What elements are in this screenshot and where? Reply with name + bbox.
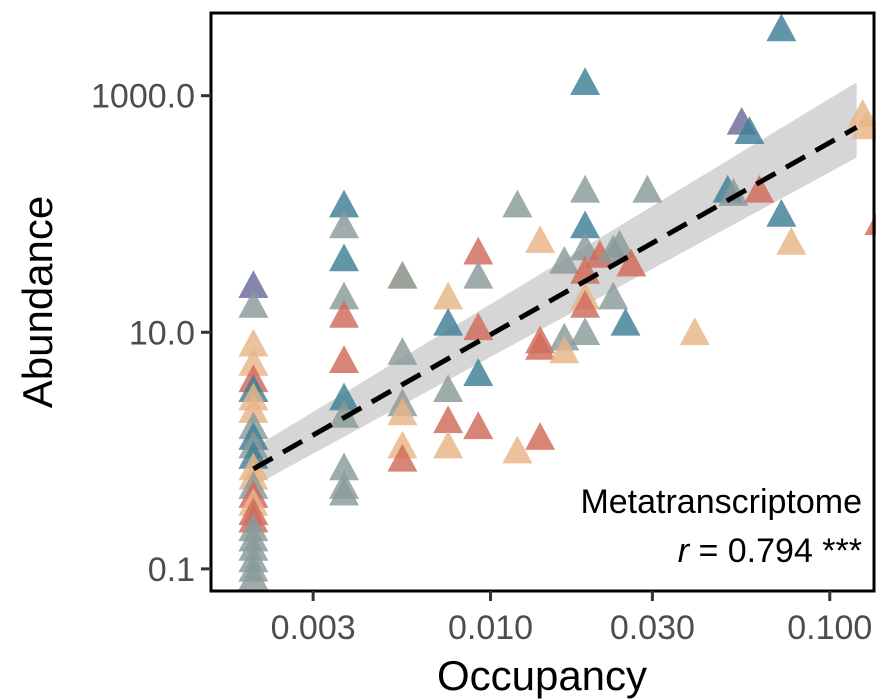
- data-point-35: [329, 477, 360, 506]
- data-point-55: [525, 225, 556, 253]
- data-point-75: [616, 248, 647, 277]
- data-point-37: [387, 260, 418, 289]
- data-point-61: [549, 335, 580, 364]
- data-point-76: [632, 174, 663, 203]
- fitline-layer: [252, 125, 858, 472]
- data-point-65: [570, 232, 601, 261]
- y-tick-label-1: 10.0: [129, 314, 195, 352]
- x-tick-label-2: 0.030: [610, 609, 695, 647]
- data-point-7: [238, 395, 269, 423]
- x-tick-label-3: 0.100: [787, 609, 872, 647]
- y-axis-title: Abundance: [14, 196, 61, 409]
- y-tick-label-2: 1000.0: [91, 78, 195, 116]
- data-point-31: [329, 382, 360, 411]
- data-point-82: [744, 174, 775, 203]
- data-point-54: [502, 435, 533, 464]
- data-point-24: [238, 562, 269, 590]
- data-point-48: [463, 236, 494, 265]
- data-point-83: [766, 13, 797, 42]
- x-axis-title: Occupancy: [437, 652, 647, 699]
- data-point-30: [329, 345, 360, 374]
- annotation-correlation: r = 0.794 ***: [678, 532, 862, 570]
- data-point-42: [387, 443, 418, 472]
- data-point-45: [433, 374, 464, 402]
- data-point-52: [463, 411, 494, 440]
- data-point-63: [570, 174, 601, 203]
- y-axis: 0.1 10.0 1000.0: [91, 78, 211, 589]
- data-point-72: [598, 281, 629, 310]
- data-point-87: [851, 111, 876, 140]
- fit-line: [252, 125, 858, 472]
- data-point-27: [329, 243, 360, 272]
- data-point-40: [387, 397, 418, 426]
- data-point-0: [238, 270, 269, 298]
- data-point-57: [525, 325, 556, 354]
- x-axis: 0.003 0.010 0.030 0.100: [271, 591, 872, 647]
- data-point-1: [238, 290, 269, 318]
- data-point-3: [238, 347, 269, 376]
- data-point-47: [433, 430, 464, 459]
- data-point-85: [776, 226, 807, 255]
- data-point-73: [604, 229, 635, 258]
- data-point-26: [329, 210, 360, 239]
- data-point-46: [433, 405, 464, 434]
- data-point-58: [525, 422, 556, 450]
- x-tick-label-1: 0.010: [448, 609, 533, 647]
- r-value: = 0.794 ***: [689, 532, 862, 570]
- data-point-64: [570, 210, 601, 239]
- data-point-53: [502, 189, 533, 218]
- data-point-38: [387, 337, 418, 365]
- data-point-33: [329, 452, 360, 481]
- data-point-81: [734, 116, 765, 145]
- data-point-62: [570, 67, 601, 95]
- r-symbol: r: [678, 532, 691, 570]
- data-point-29: [329, 299, 360, 328]
- data-point-49: [463, 260, 494, 289]
- data-point-25: [329, 189, 360, 218]
- data-point-44: [433, 307, 464, 336]
- annotation-dataset: Metatranscriptome: [580, 483, 862, 521]
- x-tick-label-0: 0.003: [271, 609, 356, 647]
- data-point-74: [610, 307, 641, 336]
- data-point-43: [433, 281, 464, 310]
- data-point-50: [463, 312, 494, 341]
- data-point-32: [329, 399, 360, 428]
- data-point-51: [463, 358, 494, 387]
- points-layer: [238, 13, 876, 590]
- data-point-69: [570, 317, 601, 346]
- data-point-77: [679, 317, 710, 346]
- plot-panel: [209, 11, 876, 593]
- data-point-68: [570, 290, 601, 318]
- data-point-59: [549, 246, 580, 274]
- y-tick-label-0: 0.1: [148, 551, 195, 589]
- data-point-84: [766, 198, 797, 227]
- data-point-28: [329, 281, 360, 310]
- data-point-2: [238, 328, 269, 357]
